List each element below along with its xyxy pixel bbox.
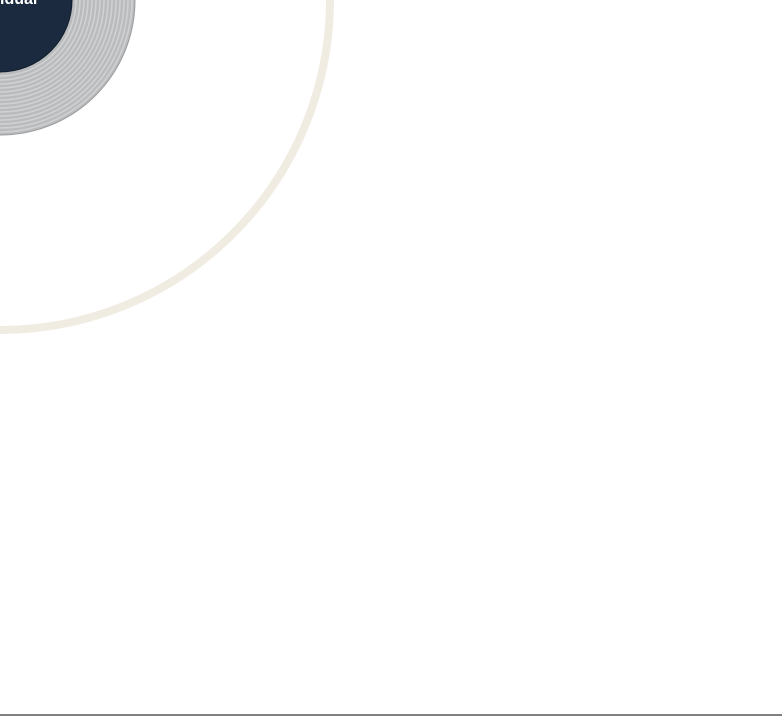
- center-label: Individual: [0, 0, 37, 8]
